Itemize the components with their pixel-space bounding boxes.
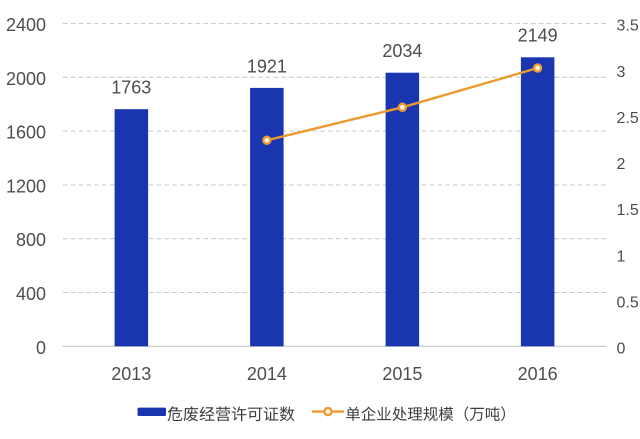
svg-text:2: 2: [617, 156, 626, 173]
svg-text:1.5: 1.5: [617, 202, 639, 219]
svg-text:2149: 2149: [518, 26, 558, 46]
svg-text:1600: 1600: [6, 123, 46, 143]
svg-text:0.5: 0.5: [617, 294, 639, 311]
svg-text:2000: 2000: [6, 69, 46, 89]
svg-text:2400: 2400: [6, 15, 46, 35]
svg-text:800: 800: [16, 230, 46, 250]
svg-text:0: 0: [36, 338, 46, 358]
svg-text:2034: 2034: [382, 41, 422, 61]
svg-text:3.5: 3.5: [617, 18, 639, 35]
svg-text:400: 400: [16, 284, 46, 304]
svg-text:2.5: 2.5: [617, 110, 639, 127]
svg-text:0: 0: [617, 341, 626, 358]
svg-text:1763: 1763: [111, 78, 151, 98]
svg-text:2013: 2013: [111, 364, 151, 384]
svg-text:1921: 1921: [247, 56, 287, 76]
svg-text:3: 3: [617, 64, 626, 81]
svg-text:2014: 2014: [247, 364, 287, 384]
svg-text:2015: 2015: [382, 364, 422, 384]
svg-text:2016: 2016: [518, 364, 558, 384]
svg-text:1200: 1200: [6, 176, 46, 196]
svg-text:1: 1: [617, 248, 626, 265]
